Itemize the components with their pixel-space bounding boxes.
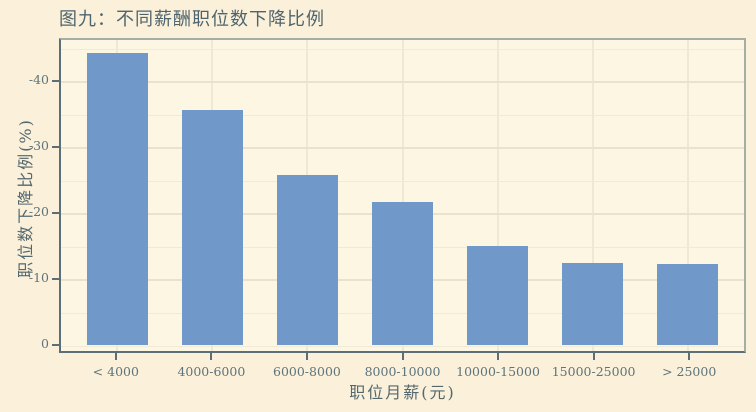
x-tick-label: > 25000: [662, 364, 717, 379]
vertical-gridline: [401, 40, 404, 351]
x-tick-mark: [114, 353, 117, 360]
bar-10000-15000: [466, 246, 529, 345]
bar-8000-10000: [371, 202, 434, 345]
y-tick-mark: [52, 344, 59, 346]
bar-> 25000: [656, 264, 719, 345]
x-tick-mark: [688, 353, 691, 360]
x-axis-title: 职位月薪(元): [349, 383, 456, 402]
x-tick-label: < 4000: [92, 364, 139, 379]
x-tick-label: 15000-25000: [551, 364, 636, 379]
x-tick-label: 10000-15000: [456, 364, 540, 379]
y-axis-title: 职位数下降比例(%): [16, 117, 35, 278]
minor-gridline: [61, 115, 744, 116]
bar-15000-25000: [561, 263, 624, 345]
major-gridline: [61, 147, 744, 149]
x-tick-mark: [592, 353, 595, 360]
y-tick-label: -20: [28, 204, 49, 219]
y-tick-mark: [52, 146, 59, 148]
x-tick-mark: [210, 353, 213, 360]
major-gridline: [61, 81, 744, 83]
y-tick-label: -30: [28, 138, 49, 153]
vertical-gridline: [686, 40, 689, 351]
x-tick-mark: [401, 353, 404, 360]
plot-panel: [59, 38, 746, 353]
y-tick-mark: [52, 80, 59, 82]
vertical-gridline: [496, 40, 499, 351]
y-tick-label: -40: [28, 72, 49, 87]
x-tick-label: 6000-8000: [273, 364, 341, 379]
y-tick-mark: [52, 278, 59, 280]
minor-gridline: [61, 346, 744, 347]
minor-gridline: [61, 49, 744, 50]
bar-< 4000: [86, 53, 149, 345]
bar-4000-6000: [181, 110, 244, 345]
minor-gridline: [61, 181, 744, 182]
x-tick-label: 4000-6000: [177, 364, 246, 379]
x-tick-mark: [305, 353, 308, 360]
x-tick-label: 8000-10000: [364, 364, 441, 379]
bar-6000-8000: [276, 175, 339, 345]
x-tick-mark: [497, 353, 500, 360]
y-tick-mark: [52, 212, 59, 214]
y-tick-label: -10: [28, 270, 49, 285]
vertical-gridline: [591, 40, 594, 351]
y-tick-label: 0: [41, 336, 49, 351]
chart-title: 图九：不同薪酬职位数下降比例: [59, 9, 325, 30]
